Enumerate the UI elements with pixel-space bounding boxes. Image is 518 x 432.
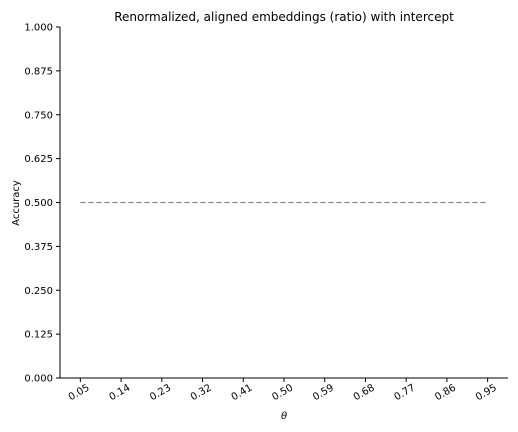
y-tick-label-7: 0.875: [24, 66, 53, 77]
x-tick-label-2: 0.23: [148, 383, 173, 404]
y-ticks: 0.000 0.125 0.250 0.375 0.500 0.625 0.750 0.875…: [24, 23, 60, 385]
x-tick-label-0: 0.05: [67, 383, 92, 404]
y-tick-label-2: 0.250: [24, 286, 53, 297]
x-tick-label-4: 0.41: [230, 383, 255, 404]
y-tick-label-6: 0.750: [24, 110, 53, 121]
y-tick-label-0: 0.000: [24, 374, 53, 385]
x-tick-label-7: 0.68: [352, 383, 377, 404]
y-axis-label: Accuracy: [11, 180, 22, 226]
x-ticks: 0.05 0.14 0.23 0.32 0.41 0.50 0.59 0.68 0.77 0.86…: [67, 378, 499, 403]
y-tick-label-1: 0.125: [24, 330, 53, 341]
x-tick-label-8: 0.77: [393, 383, 418, 404]
x-axis-label: θ: [281, 411, 287, 422]
x-tick-label-3: 0.32: [189, 383, 214, 404]
chart-title: Renormalized, aligned embeddings (ratio)…: [114, 10, 454, 24]
x-tick-label-10: 0.95: [474, 383, 499, 404]
x-tick-label-1: 0.14: [107, 383, 132, 404]
y-tick-label-5: 0.625: [24, 154, 53, 165]
y-tick-label-3: 0.375: [24, 242, 53, 253]
x-tick-label-9: 0.86: [433, 383, 458, 404]
x-tick-label-5: 0.50: [270, 383, 295, 404]
y-tick-label-4: 0.500: [24, 198, 53, 209]
y-tick-label-8: 1.000: [24, 23, 53, 34]
x-tick-label-6: 0.59: [311, 383, 336, 404]
